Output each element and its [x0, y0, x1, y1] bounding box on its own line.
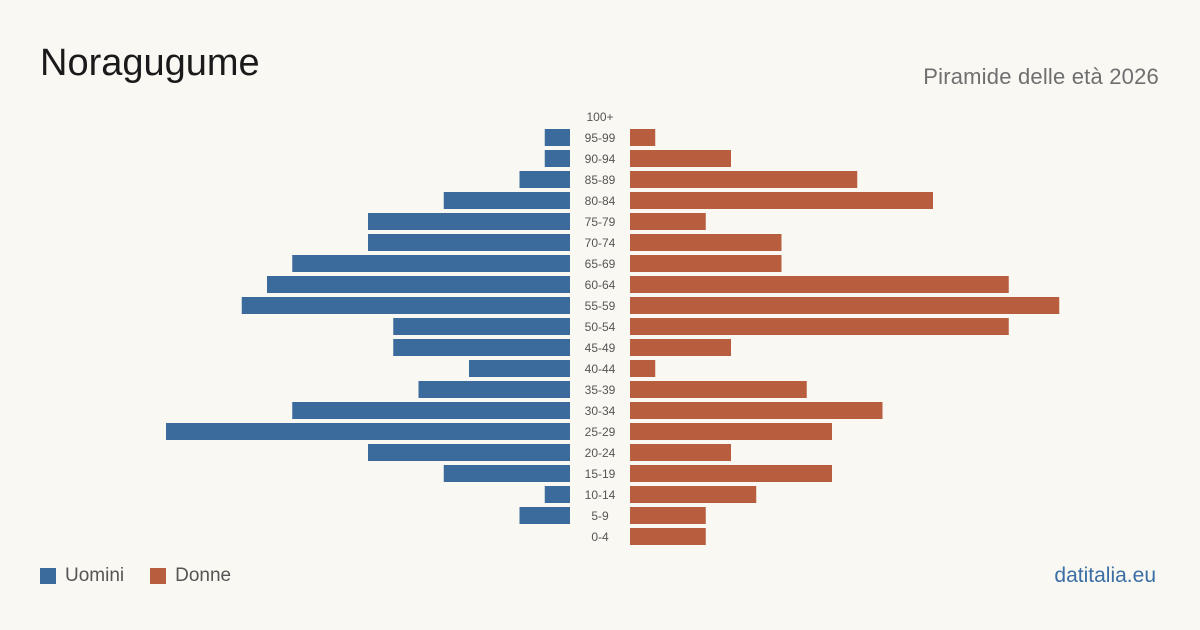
- age-label-65-69: 65-69: [585, 257, 616, 271]
- bar-men-45-49: [393, 339, 570, 356]
- bar-women-10-14: [630, 486, 757, 503]
- age-label-20-24: 20-24: [585, 446, 616, 460]
- age-label-100+: 100+: [586, 110, 613, 124]
- bar-men-15-19: [443, 465, 570, 482]
- bar-men-25-29: [166, 423, 570, 440]
- legend-item-men: Uomini: [40, 565, 124, 587]
- age-label-35-39: 35-39: [585, 383, 616, 397]
- age-label-50-54: 50-54: [585, 320, 616, 334]
- age-label-25-29: 25-29: [585, 425, 616, 439]
- age-label-15-19: 15-19: [585, 467, 616, 481]
- bar-women-55-59: [630, 297, 1060, 314]
- chart-title: Noragugume: [40, 42, 260, 84]
- legend-label-men: Uomini: [65, 565, 125, 586]
- bar-women-40-44: [630, 360, 656, 377]
- age-label-45-49: 45-49: [585, 341, 616, 355]
- legend-label-women: Donne: [175, 565, 232, 586]
- bar-women-0-4: [630, 528, 706, 545]
- bar-men-5-9: [519, 507, 570, 524]
- age-label-60-64: 60-64: [585, 278, 616, 292]
- legend-swatch-men: [40, 568, 56, 584]
- age-label-85-89: 85-89: [585, 173, 616, 187]
- bar-women-35-39: [630, 381, 807, 398]
- bar-women-30-34: [630, 402, 883, 419]
- bar-women-20-24: [630, 444, 731, 461]
- bar-men-40-44: [469, 360, 570, 377]
- age-label-80-84: 80-84: [585, 194, 616, 208]
- bar-women-75-79: [630, 213, 706, 230]
- age-label-90-94: 90-94: [585, 152, 616, 166]
- bar-women-15-19: [630, 465, 832, 482]
- age-label-0-4: 0-4: [591, 530, 609, 544]
- age-label-95-99: 95-99: [585, 131, 616, 145]
- bar-men-65-69: [292, 255, 570, 272]
- bar-women-45-49: [630, 339, 731, 356]
- bar-men-90-94: [544, 150, 570, 167]
- bar-women-95-99: [630, 129, 656, 146]
- bar-women-80-84: [630, 192, 933, 209]
- bar-women-70-74: [630, 234, 782, 251]
- legend-item-women: Donne: [150, 565, 231, 587]
- age-label-55-59: 55-59: [585, 299, 616, 313]
- bar-men-20-24: [368, 444, 570, 461]
- bar-men-30-34: [292, 402, 570, 419]
- bar-men-95-99: [544, 129, 570, 146]
- bar-men-60-64: [267, 276, 570, 293]
- bar-women-25-29: [630, 423, 832, 440]
- age-label-70-74: 70-74: [585, 236, 616, 250]
- age-label-40-44: 40-44: [585, 362, 616, 376]
- legend: Uomini Donne: [40, 565, 257, 587]
- legend-swatch-women: [150, 568, 167, 584]
- chart-subtitle: Piramide delle età 2026: [923, 64, 1159, 89]
- source-link[interactable]: datitalia.eu: [1054, 564, 1156, 587]
- bar-men-10-14: [544, 486, 570, 503]
- bar-men-35-39: [418, 381, 570, 398]
- bar-women-90-94: [630, 150, 731, 167]
- bar-men-85-89: [519, 171, 570, 188]
- bar-women-65-69: [630, 255, 782, 272]
- bar-women-5-9: [630, 507, 706, 524]
- bar-men-55-59: [241, 297, 570, 314]
- age-label-5-9: 5-9: [591, 509, 609, 523]
- age-label-10-14: 10-14: [585, 488, 616, 502]
- age-label-30-34: 30-34: [585, 404, 616, 418]
- bar-men-75-79: [368, 213, 570, 230]
- bar-women-50-54: [630, 318, 1009, 335]
- bar-men-70-74: [368, 234, 570, 251]
- age-label-75-79: 75-79: [585, 215, 616, 229]
- bar-men-50-54: [393, 318, 570, 335]
- bar-men-80-84: [443, 192, 570, 209]
- bar-women-60-64: [630, 276, 1009, 293]
- bar-women-85-89: [630, 171, 858, 188]
